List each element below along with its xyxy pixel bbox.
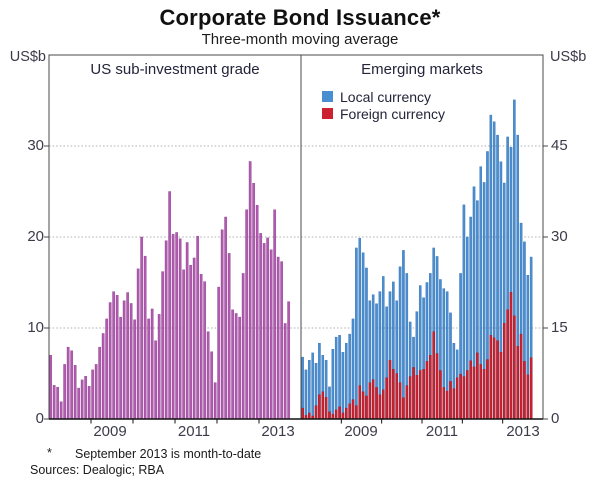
panel-title-us-sub-investment-grade: US sub-investment grade	[90, 61, 260, 78]
y-axis-right-tick-30: 30	[551, 228, 568, 245]
y-axis-unit-left: US$b	[9, 49, 46, 65]
y-axis-left-tick-20: 20	[27, 228, 44, 245]
footnote-text: September 2013 is month-to-date	[75, 447, 262, 461]
chart-subtitle: Three-month moving average	[201, 31, 399, 48]
legend-item-local-currency: Local currency	[322, 88, 445, 105]
x-axis-label-right-2013: 2013	[506, 423, 540, 440]
sources-text: Sources: Dealogic; RBA	[30, 463, 165, 477]
legend-swatch-local-currency-icon	[322, 91, 333, 102]
legend-label-local-currency: Local currency	[340, 88, 432, 105]
y-axis-unit-right: US$b	[550, 49, 587, 65]
y-axis-right-tick-15: 15	[551, 319, 568, 336]
y-axis-left-tick-30: 30	[27, 137, 44, 154]
x-axis-label-left-2011: 2011	[177, 423, 211, 440]
chart-title: Corporate Bond Issuance*	[159, 5, 441, 30]
legend: Local currency Foreign currency	[322, 88, 445, 122]
x-axis-label-left-2013: 2013	[261, 423, 295, 440]
legend-swatch-foreign-currency-icon	[322, 108, 333, 119]
legend-label-foreign-currency: Foreign currency	[340, 105, 446, 122]
legend-item-foreign-currency: Foreign currency	[322, 105, 445, 122]
y-axis-right-tick-45: 45	[551, 137, 568, 154]
panel-title-emerging-markets: Emerging markets	[361, 61, 483, 78]
y-axis-left-tick-0: 0	[35, 410, 44, 427]
y-axis-left-tick-10: 10	[27, 319, 44, 336]
footnote-marker: *	[47, 446, 52, 460]
y-axis-right-tick-0: 0	[551, 410, 560, 427]
x-axis-label-left-2009: 2009	[93, 423, 127, 440]
x-axis-label-right-2011: 2011	[425, 423, 459, 440]
x-axis-label-right-2009: 2009	[344, 423, 378, 440]
